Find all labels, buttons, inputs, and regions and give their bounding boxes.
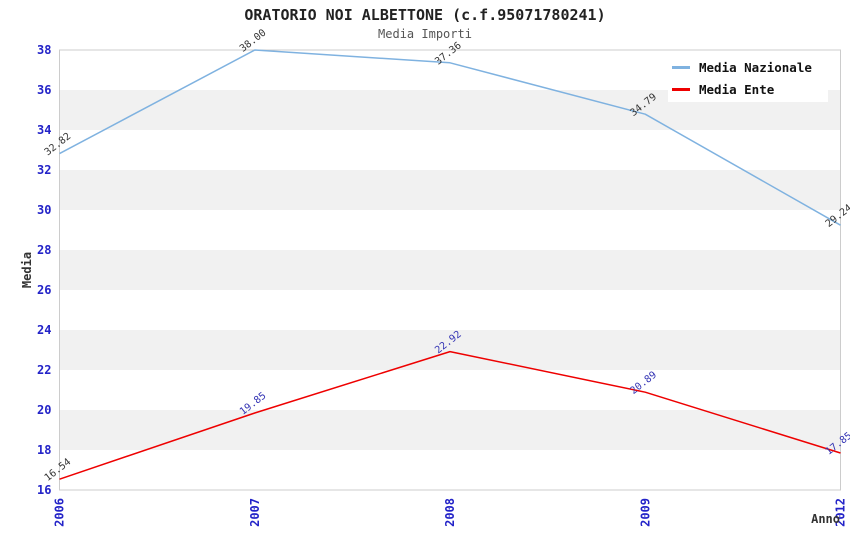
y-tick-label: 34 [37, 123, 51, 137]
legend: Media Nazionale Media Ente [668, 54, 828, 102]
series-line-0 [59, 49, 841, 226]
series-line-1 [59, 350, 841, 480]
grid-band [59, 330, 841, 370]
data-label: 20.89 [628, 370, 658, 397]
y-tick-label: 18 [37, 443, 51, 457]
x-tick-label: 2007 [248, 498, 262, 527]
chart-subtitle: Media Importi [378, 27, 472, 41]
y-tick-label: 32 [37, 163, 51, 177]
grid-band [59, 170, 841, 210]
y-tick-label: 26 [37, 283, 51, 297]
chart-title: ORATORIO NOI ALBETTONE (c.f.95071780241) [244, 6, 606, 24]
plot-border [59, 49, 841, 491]
x-tick-label: 2008 [443, 498, 457, 527]
legend-label-nazionale: Media Nazionale [699, 59, 812, 75]
legend-swatch-ente [672, 87, 690, 91]
y-tick-label: 36 [37, 83, 51, 97]
x-tick-label: 2009 [638, 498, 652, 527]
legend-swatch-nazionale [672, 65, 690, 69]
legend-item-media-ente: Media Ente [672, 79, 824, 99]
y-tick-label: 16 [37, 483, 51, 497]
y-axis-title: Media [20, 251, 34, 289]
x-tick-label: 2006 [53, 498, 67, 527]
grid-band [59, 250, 841, 290]
legend-label-ente: Media Ente [699, 81, 775, 97]
x-axis-title: Anno [811, 512, 840, 526]
y-tick-label: 28 [37, 243, 51, 257]
y-tick-label: 38 [37, 43, 51, 57]
y-tick-label: 24 [37, 323, 51, 337]
y-tick-label: 22 [37, 363, 51, 377]
grid-band [59, 410, 841, 450]
y-tick-label: 30 [37, 203, 51, 217]
x-tick-label: 2012 [834, 498, 848, 527]
data-label: 16.54 [43, 457, 73, 484]
y-tick-label: 20 [37, 403, 51, 417]
legend-item-media-nazionale: Media Nazionale [672, 57, 824, 77]
